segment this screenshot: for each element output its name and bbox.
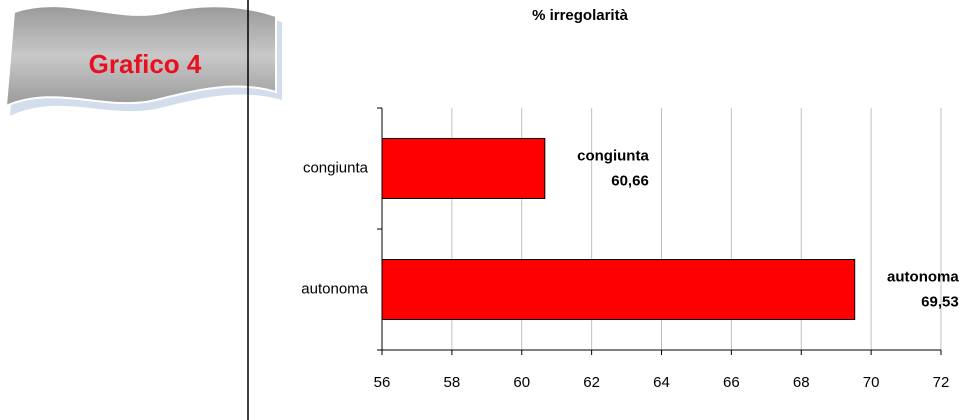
data-label: 69,53 [921,293,959,310]
data-label: 60,66 [611,172,649,189]
bar [381,259,856,320]
x-tick-label: 56 [374,374,391,391]
x-tick-label: 66 [723,374,740,391]
x-tick-label: 72 [933,374,950,391]
plot: 56 58 60 62 64 66 68 70 72 congiunta congiunta 60,6… [301,107,959,391]
data-label-name: congiunta [577,147,649,164]
y-tick-label: autonoma [301,280,368,297]
x-tick-label: 58 [444,374,461,391]
chart-title: % irregolarità [532,7,629,24]
x-tick-label: 64 [653,374,670,391]
x-tick-label: 70 [863,374,880,391]
data-label-name: autonoma [887,268,959,285]
y-tick-label: congiunta [303,159,369,176]
banner-text: Grafico 4 [89,49,202,79]
x-tick-label: 60 [513,374,530,391]
x-tick-label: 62 [583,374,600,391]
banner: Grafico 4 [4,5,282,116]
x-tick-label: 68 [793,374,810,391]
bar [381,138,546,199]
